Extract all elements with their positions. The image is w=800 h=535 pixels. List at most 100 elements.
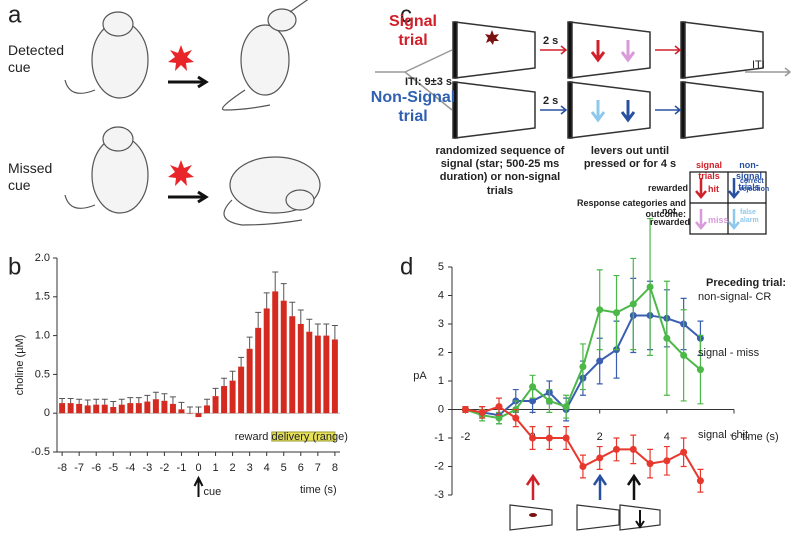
bar [135, 403, 142, 414]
y-tick-label: -2 [434, 460, 444, 472]
point [596, 454, 604, 462]
legend-title: Preceding trial: [706, 277, 786, 289]
point [680, 351, 688, 359]
bar [314, 335, 321, 414]
error-bar [272, 271, 279, 292]
x-tick-label: 4 [664, 431, 670, 443]
x-tick-label: -2 [461, 431, 471, 443]
x-tick-label: 2 [597, 431, 603, 443]
error-bar [306, 318, 313, 332]
point [579, 463, 587, 470]
panel-label: d [400, 253, 413, 280]
x-tick-label: -7 [74, 462, 84, 474]
point [696, 366, 704, 374]
point [646, 460, 654, 468]
point [579, 363, 587, 371]
x-tick-label: 8 [332, 462, 338, 474]
point [478, 408, 486, 416]
cell: hit [708, 184, 719, 194]
x-tick-label: 0 [195, 462, 201, 474]
error-bar [127, 397, 134, 404]
x-tick-label: -1 [177, 462, 187, 474]
y-tick-label: 0 [438, 403, 444, 415]
point [495, 403, 503, 411]
rat-illustration [64, 0, 321, 226]
point [629, 300, 637, 308]
point [596, 306, 604, 314]
bar [246, 348, 253, 414]
bar [169, 403, 176, 414]
error-bar [152, 391, 159, 400]
bar [221, 386, 228, 414]
bar [101, 404, 108, 414]
x-tick-label: 6 [298, 462, 304, 474]
bar [272, 291, 279, 414]
error-bar [297, 309, 304, 324]
point [529, 383, 537, 391]
bar [110, 406, 117, 414]
bar [152, 399, 159, 414]
y-tick-label: 2.0 [35, 252, 50, 264]
reward-range [271, 431, 336, 442]
x-tick-label: 6 [731, 431, 737, 443]
row-header: rewarded [647, 183, 688, 193]
point [512, 414, 520, 422]
annotation: reward delivery (range) [235, 431, 348, 443]
y-tick-label: -1 [434, 432, 444, 444]
panel-label: a [8, 1, 22, 28]
point [613, 445, 620, 453]
flow-arrows [375, 45, 792, 115]
point [562, 403, 570, 411]
point [663, 334, 671, 342]
x-axis-label: time (s) [300, 484, 337, 496]
point [696, 477, 704, 485]
cell: false alarm [740, 209, 759, 225]
annotation: cue [204, 486, 222, 498]
error-bar [186, 406, 193, 414]
bar [229, 380, 236, 414]
bar [118, 404, 125, 414]
x-tick-label: 4 [264, 462, 270, 474]
error-bar [101, 398, 108, 405]
bar [204, 405, 211, 414]
iti-label: ITI [752, 59, 765, 71]
y-axis-label: pA [413, 370, 427, 382]
point [495, 414, 503, 422]
error-bar [221, 377, 228, 387]
point [545, 397, 553, 405]
error-bar [212, 387, 219, 397]
column-header: signal trials [695, 160, 722, 181]
legend-label: non-signal- CR [698, 291, 771, 303]
error-bar [178, 401, 185, 410]
bar [306, 331, 313, 414]
chart-b: -0.500.51.01.52.0-8 -7 -6 -5 -4 -3 -2 -1 0 1 2 3 4 5 6… [14, 252, 348, 498]
bar [84, 405, 91, 414]
bar [93, 404, 100, 414]
cell: correct rejection [740, 178, 770, 194]
x-tick-label: 7 [315, 462, 321, 474]
row-header: not rewarded [650, 206, 691, 227]
x-axis-label: time (s) [742, 431, 779, 443]
error-bar [135, 397, 142, 404]
error-bar [204, 398, 211, 406]
bar [76, 403, 83, 414]
point [545, 434, 553, 442]
bar [178, 409, 185, 414]
bar [263, 308, 270, 414]
delay-label: 2 s [543, 95, 558, 107]
error-bar [93, 398, 100, 405]
cue-star [168, 160, 194, 186]
error-bar [255, 311, 262, 328]
legend-label: signal - hit [698, 429, 748, 441]
iti-label: ITI: 9±3 s [405, 76, 452, 88]
arrow [168, 75, 209, 89]
point [596, 357, 604, 365]
bar [280, 300, 287, 414]
bar [289, 316, 296, 414]
point [646, 283, 654, 291]
x-tick-label: -4 [125, 462, 135, 474]
levers [590, 40, 636, 123]
error-bar [195, 406, 202, 414]
